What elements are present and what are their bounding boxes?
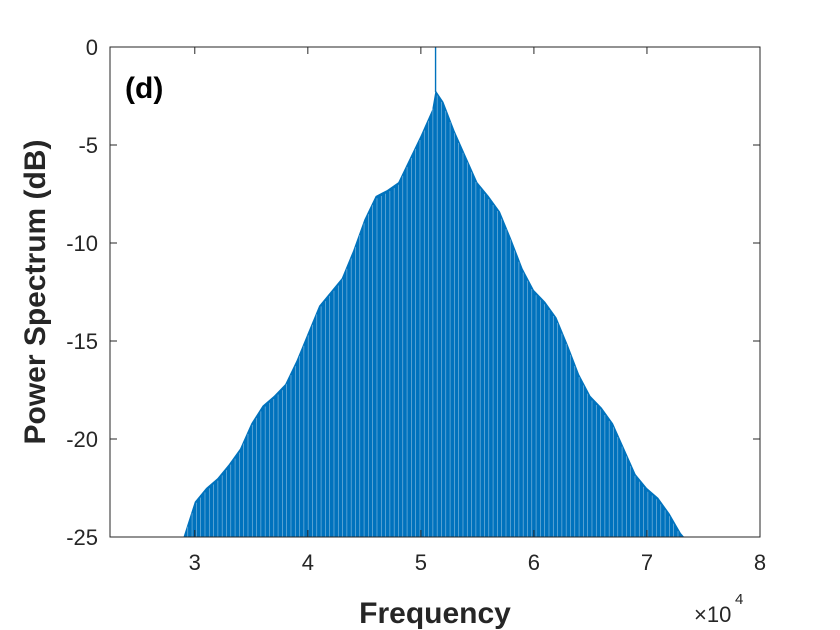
y-tick-label: -10 [66,231,98,256]
x-multiplier-exponent: 4 [735,591,743,608]
x-multiplier: ×10 4 [694,591,743,627]
x-axis-ticks: 3 4 5 6 7 8 [189,47,766,575]
x-tick-label: 6 [528,550,540,575]
x-tick-label: 7 [641,550,653,575]
x-tick-label: 5 [415,550,427,575]
panel-label: (d) [125,72,163,105]
y-tick-label: -5 [78,133,98,158]
spectrum-fill [183,90,685,538]
x-multiplier-base: ×10 [694,602,731,627]
y-tick-label: -25 [66,525,98,550]
y-tick-label: -20 [66,427,98,452]
y-tick-label: 0 [86,35,98,60]
x-axis-label: Frequency [359,597,511,630]
x-tick-label: 4 [302,550,314,575]
y-tick-label: -15 [66,329,98,354]
y-axis-label: Power Spectrum (dB) [19,139,52,444]
axes [109,46,761,538]
spectrum-bars [183,47,685,538]
plot-frame [109,46,761,538]
y-axis-ticks: 0 -5 -10 -15 -20 -25 [66,35,760,550]
x-tick-label: 3 [189,550,201,575]
x-tick-label: 8 [754,550,766,575]
